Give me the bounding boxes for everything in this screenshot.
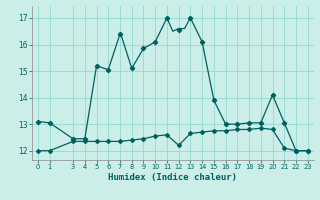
X-axis label: Humidex (Indice chaleur): Humidex (Indice chaleur) xyxy=(108,173,237,182)
